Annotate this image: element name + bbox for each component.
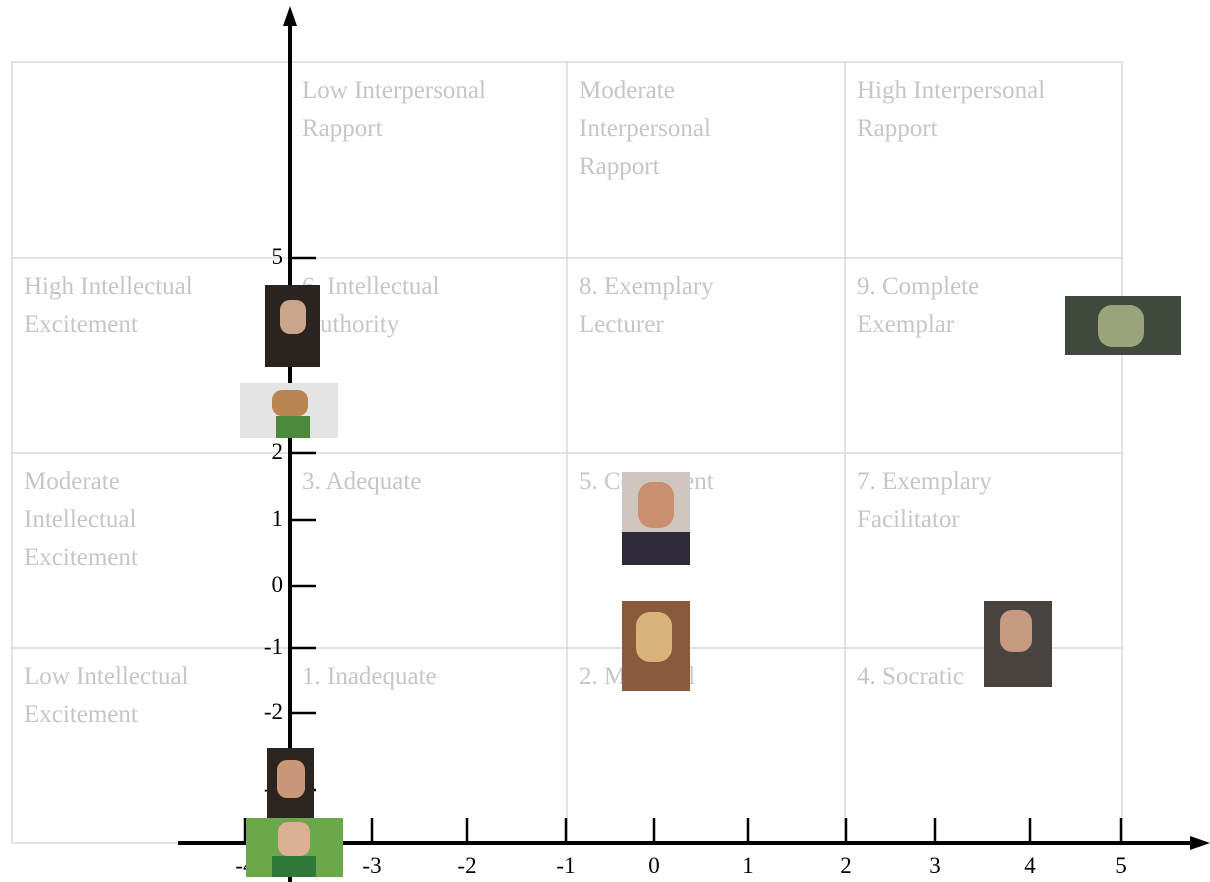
cell-text: Rapport <box>579 153 660 180</box>
x-tick-label: 4 <box>1024 853 1036 878</box>
y-tick-label: -1 <box>264 634 283 659</box>
x-tick-label: -2 <box>457 853 476 878</box>
photo-face <box>280 300 306 334</box>
cell-texts: Low Interpersonal Rapport Moderate Interper… <box>24 77 1045 728</box>
cell-text: Low Intellectual <box>24 663 189 690</box>
cell-text: 1. Inadequate <box>302 663 437 690</box>
y-tick-label: 2 <box>272 439 284 464</box>
cell-text: High Interpersonal <box>857 77 1045 104</box>
cell-text: 9. Complete <box>857 273 979 300</box>
cell-text: Moderate <box>579 77 675 104</box>
cell-text: Lecturer <box>579 311 664 338</box>
photo-face <box>636 612 672 662</box>
x-tick-label: 5 <box>1115 853 1127 878</box>
y-tick-label: -2 <box>264 699 283 724</box>
cell-text: Rapport <box>857 115 938 142</box>
cell-text: 4. Socratic <box>857 663 964 690</box>
photo-face <box>277 760 305 798</box>
y-axis-arrow <box>283 6 297 26</box>
x-tick-label: -1 <box>556 853 575 878</box>
photo-face <box>1098 305 1144 347</box>
x-tick-label: 0 <box>648 853 660 878</box>
cell-text: 7. Exemplary <box>857 468 992 495</box>
cell-text: Exemplar <box>857 311 955 338</box>
cell-text: Rapport <box>302 115 383 142</box>
x-tick-label: 3 <box>929 853 941 878</box>
x-tick-label: 1 <box>742 853 754 878</box>
cell-text: 3. Adequate <box>302 468 421 495</box>
cell-text: Facilitator <box>857 506 960 533</box>
photos <box>240 285 1181 877</box>
cell-text: Low Interpersonal <box>302 77 486 104</box>
y-tick-label: 1 <box>272 506 284 531</box>
x-axis-arrow <box>1190 836 1210 850</box>
cell-text: Excitement <box>24 544 138 571</box>
photo-face <box>272 390 308 416</box>
grid <box>12 62 1122 843</box>
y-tick-label: 0 <box>272 572 284 597</box>
photo-face <box>638 482 674 528</box>
photo-face <box>278 822 310 856</box>
cell-text: Intellectual <box>24 506 136 533</box>
cell-text: Interpersonal <box>579 115 711 142</box>
photo-detail <box>276 416 310 438</box>
photo-detail <box>622 532 690 565</box>
diagram: Low Interpersonal Rapport Moderate Interper… <box>0 0 1210 882</box>
cell-text: 8. Exemplary <box>579 273 714 300</box>
cell-text: High Intellectual <box>24 273 193 300</box>
x-tick-label: -3 <box>362 853 381 878</box>
cell-text: Moderate <box>24 468 120 495</box>
cell-text: 6. Intellectual <box>302 273 439 300</box>
photo-detail <box>272 856 316 877</box>
y-tick-label: 5 <box>272 244 284 269</box>
x-tick-label: 2 <box>840 853 852 878</box>
cell-text: Excitement <box>24 311 138 338</box>
photo-face <box>1000 610 1032 652</box>
cell-text: Excitement <box>24 701 138 728</box>
